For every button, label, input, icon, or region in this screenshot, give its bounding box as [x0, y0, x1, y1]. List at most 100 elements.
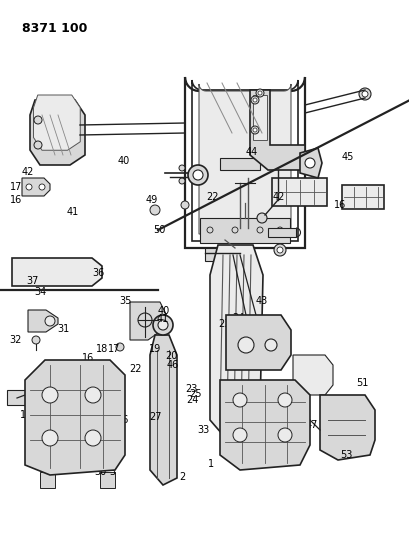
- Circle shape: [85, 430, 101, 446]
- Text: 33: 33: [196, 425, 209, 435]
- Polygon shape: [28, 310, 58, 332]
- Circle shape: [42, 387, 58, 403]
- Text: 44: 44: [245, 147, 258, 157]
- Text: 39: 39: [268, 343, 280, 352]
- Polygon shape: [34, 95, 80, 150]
- Polygon shape: [25, 360, 125, 475]
- Circle shape: [256, 227, 262, 233]
- Text: 15: 15: [39, 384, 51, 394]
- Circle shape: [153, 315, 173, 335]
- Polygon shape: [249, 90, 304, 170]
- Text: 47: 47: [305, 420, 317, 430]
- Circle shape: [252, 128, 256, 132]
- Circle shape: [39, 184, 45, 190]
- Text: 20: 20: [165, 351, 177, 360]
- Text: 23: 23: [185, 384, 198, 394]
- Text: 32: 32: [9, 335, 22, 344]
- Polygon shape: [100, 472, 115, 488]
- Polygon shape: [341, 185, 383, 209]
- Circle shape: [237, 337, 254, 353]
- Circle shape: [252, 98, 256, 102]
- Polygon shape: [220, 380, 309, 470]
- Text: 2: 2: [179, 472, 185, 482]
- Circle shape: [179, 178, 184, 184]
- Polygon shape: [271, 178, 326, 206]
- Text: 45: 45: [341, 152, 353, 162]
- Polygon shape: [40, 472, 55, 488]
- Text: 49: 49: [145, 195, 157, 205]
- Text: 40: 40: [117, 157, 130, 166]
- Circle shape: [276, 247, 282, 253]
- Text: 9: 9: [49, 422, 55, 431]
- Text: 1: 1: [208, 459, 213, 469]
- Text: 3: 3: [110, 467, 115, 477]
- Text: 7: 7: [24, 451, 31, 461]
- Circle shape: [277, 393, 291, 407]
- Circle shape: [207, 227, 213, 233]
- Text: 17: 17: [10, 182, 22, 191]
- Polygon shape: [7, 390, 27, 405]
- Text: 25: 25: [189, 390, 202, 399]
- Text: 31: 31: [57, 324, 70, 334]
- Circle shape: [179, 165, 184, 171]
- Text: 22: 22: [129, 365, 141, 374]
- Text: 42: 42: [22, 167, 34, 177]
- Text: 41: 41: [157, 314, 169, 324]
- Text: 21: 21: [112, 406, 124, 415]
- Circle shape: [150, 205, 160, 215]
- Text: 23: 23: [218, 319, 230, 328]
- Polygon shape: [299, 148, 321, 178]
- Text: 13: 13: [32, 401, 44, 411]
- Polygon shape: [252, 95, 266, 140]
- Text: 4: 4: [75, 408, 81, 418]
- Text: 52: 52: [280, 383, 292, 392]
- Circle shape: [180, 201, 189, 209]
- Circle shape: [276, 227, 282, 233]
- Circle shape: [304, 158, 314, 168]
- Text: 17: 17: [254, 316, 266, 326]
- Text: 11: 11: [76, 398, 89, 407]
- Text: 16: 16: [82, 353, 94, 363]
- Circle shape: [232, 428, 246, 442]
- Polygon shape: [22, 178, 50, 196]
- Polygon shape: [150, 335, 177, 485]
- Polygon shape: [200, 218, 289, 243]
- Text: 26: 26: [116, 415, 128, 425]
- Circle shape: [361, 91, 367, 97]
- Circle shape: [277, 428, 291, 442]
- Circle shape: [116, 343, 124, 351]
- Text: 8: 8: [35, 428, 41, 438]
- Text: 43: 43: [255, 296, 267, 306]
- Circle shape: [273, 244, 285, 256]
- Circle shape: [188, 165, 207, 185]
- Polygon shape: [198, 84, 290, 234]
- Circle shape: [34, 141, 42, 149]
- Polygon shape: [319, 395, 374, 460]
- Text: 16: 16: [10, 195, 22, 205]
- Text: 14: 14: [65, 371, 78, 381]
- Polygon shape: [204, 248, 225, 261]
- Circle shape: [85, 387, 101, 403]
- Text: 38: 38: [262, 354, 274, 364]
- Circle shape: [193, 170, 202, 180]
- Text: 24: 24: [186, 395, 198, 405]
- Circle shape: [255, 89, 263, 97]
- Text: 28: 28: [86, 376, 98, 386]
- Text: 12: 12: [20, 410, 32, 419]
- Polygon shape: [267, 228, 295, 237]
- Circle shape: [250, 126, 258, 134]
- Text: 17: 17: [108, 344, 120, 354]
- Circle shape: [32, 336, 40, 344]
- Text: 22: 22: [206, 192, 218, 202]
- Polygon shape: [130, 302, 168, 340]
- Text: 18: 18: [95, 344, 108, 354]
- Text: 35: 35: [119, 296, 131, 306]
- Circle shape: [45, 316, 55, 326]
- Circle shape: [232, 393, 246, 407]
- Text: 5: 5: [60, 459, 67, 469]
- Text: 19: 19: [148, 344, 161, 354]
- Text: 10: 10: [63, 401, 75, 411]
- Circle shape: [34, 116, 42, 124]
- Text: 46: 46: [166, 360, 178, 370]
- Text: 30: 30: [94, 467, 106, 477]
